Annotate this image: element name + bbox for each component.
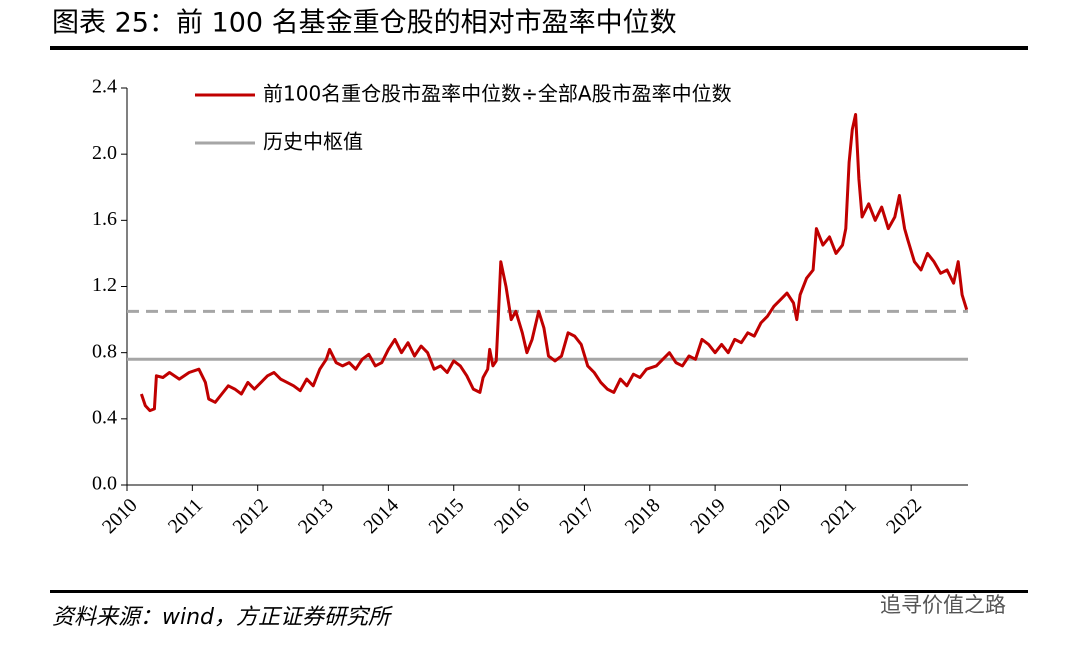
legend-label: 前100名重仓股市盈率中位数÷全部A股市盈率中位数: [263, 82, 732, 106]
y-tick-label: 0.4: [92, 406, 117, 428]
x-tick-label: 2011: [164, 494, 207, 537]
x-tick-label: 2022: [882, 494, 926, 538]
x-tick-label: 2021: [817, 494, 861, 538]
source-rule: [50, 590, 1028, 593]
chart-title: 图表 25：前 100 名基金重仓股的相对市盈率中位数: [52, 8, 677, 39]
x-tick-label: 2012: [229, 494, 273, 538]
y-tick-label: 2.4: [92, 76, 117, 98]
x-tick-label: 2015: [425, 494, 469, 538]
source: 资料来源：wind，方正证券研究所: [52, 605, 393, 630]
y-tick-label: 0.8: [92, 340, 117, 362]
x-tick-label: 2019: [686, 494, 730, 538]
x-tick-label: 2010: [98, 494, 142, 538]
x-tick-label: 2017: [555, 494, 599, 538]
y-tick-label: 1.2: [92, 274, 117, 296]
x-tick-label: 2014: [359, 494, 403, 538]
y-tick-label: 2.0: [92, 142, 117, 164]
title-rule: [50, 46, 1028, 50]
legend-label: 历史中枢值: [263, 130, 363, 154]
watermark: 追寻价值之路: [880, 593, 1006, 617]
y-tick-label: 1.6: [92, 208, 117, 230]
x-tick-label: 2016: [490, 494, 534, 538]
x-tick-label: 2018: [621, 494, 665, 538]
y-tick-label: 0.0: [92, 473, 117, 495]
x-tick-label: 2013: [294, 494, 338, 538]
data-line: [139, 113, 969, 413]
x-tick-label: 2020: [751, 494, 795, 538]
